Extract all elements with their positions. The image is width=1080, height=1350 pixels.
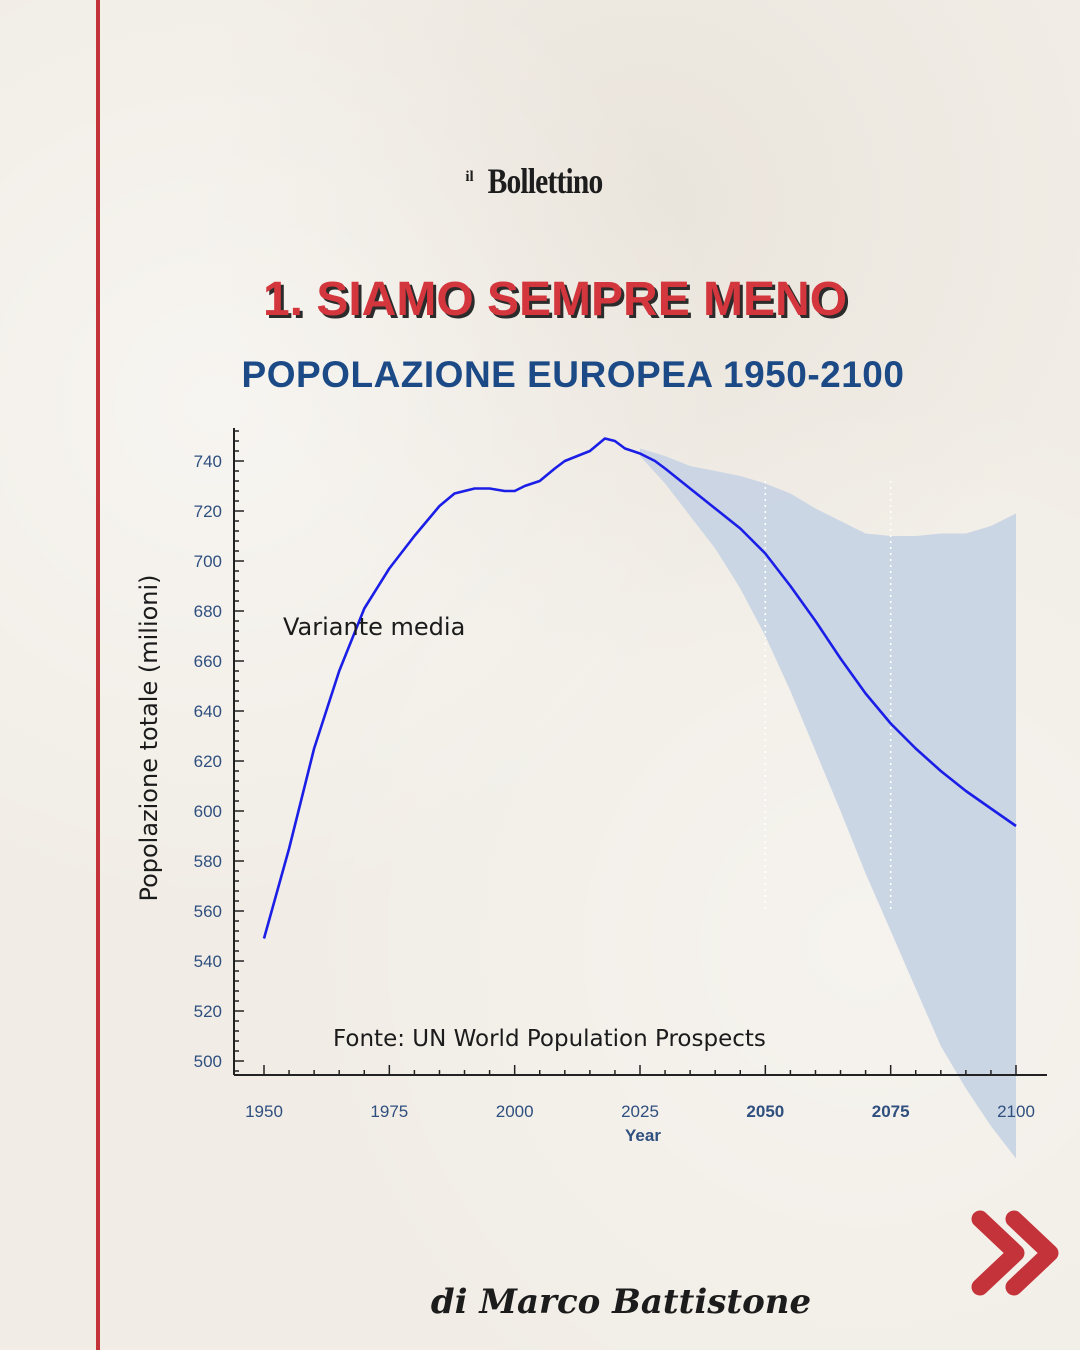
y-tick-label: 520 xyxy=(194,1002,222,1021)
y-tick-label: 660 xyxy=(194,652,222,671)
y-tick-label: 540 xyxy=(194,952,222,971)
x-tick-label: 1950 xyxy=(245,1102,283,1121)
x-tick-label: 2050 xyxy=(746,1102,784,1121)
y-tick-label: 720 xyxy=(194,502,222,521)
x-axis-label: Year xyxy=(625,1126,661,1145)
next-slide-button[interactable] xyxy=(968,1205,1064,1301)
headline: 1. SIAMO SEMPRE MENO xyxy=(262,273,848,326)
y-tick-label: 680 xyxy=(194,602,222,621)
x-tick-label: 2075 xyxy=(872,1102,910,1121)
y-tick-label: 500 xyxy=(194,1052,222,1071)
y-tick-label: 640 xyxy=(194,702,222,721)
double-chevron-right-icon xyxy=(971,1210,1059,1296)
projection-band xyxy=(640,448,1016,1159)
series-annotation: Variante media xyxy=(283,613,465,641)
y-tick-label: 580 xyxy=(194,852,222,871)
logo-name: Bollettino xyxy=(487,161,603,201)
author-credit: di Marco Battistone xyxy=(430,1282,812,1322)
chart-title: POPOLAZIONE EUROPEA 1950-2100 xyxy=(241,354,905,395)
y-tick-label: 620 xyxy=(194,752,222,771)
bollettino-logo: il Bollettino xyxy=(0,160,1080,202)
median-variant-line xyxy=(262,437,1017,939)
y-axis-label: Popolazione totale (milioni) xyxy=(135,574,163,901)
x-tick-label: 1975 xyxy=(370,1102,408,1121)
y-tick-label: 740 xyxy=(194,452,222,471)
red-margin-line xyxy=(96,0,100,1350)
logo-prefix: il xyxy=(465,169,474,185)
x-tick-label: 2025 xyxy=(621,1102,659,1121)
x-tick-label: 2100 xyxy=(997,1102,1035,1121)
y-tick-label: 560 xyxy=(194,902,222,921)
source-note: Fonte: UN World Population Prospects xyxy=(333,1026,766,1052)
y-tick-label: 600 xyxy=(194,802,222,821)
y-tick-label: 700 xyxy=(194,552,222,571)
x-tick-label: 2000 xyxy=(496,1102,534,1121)
